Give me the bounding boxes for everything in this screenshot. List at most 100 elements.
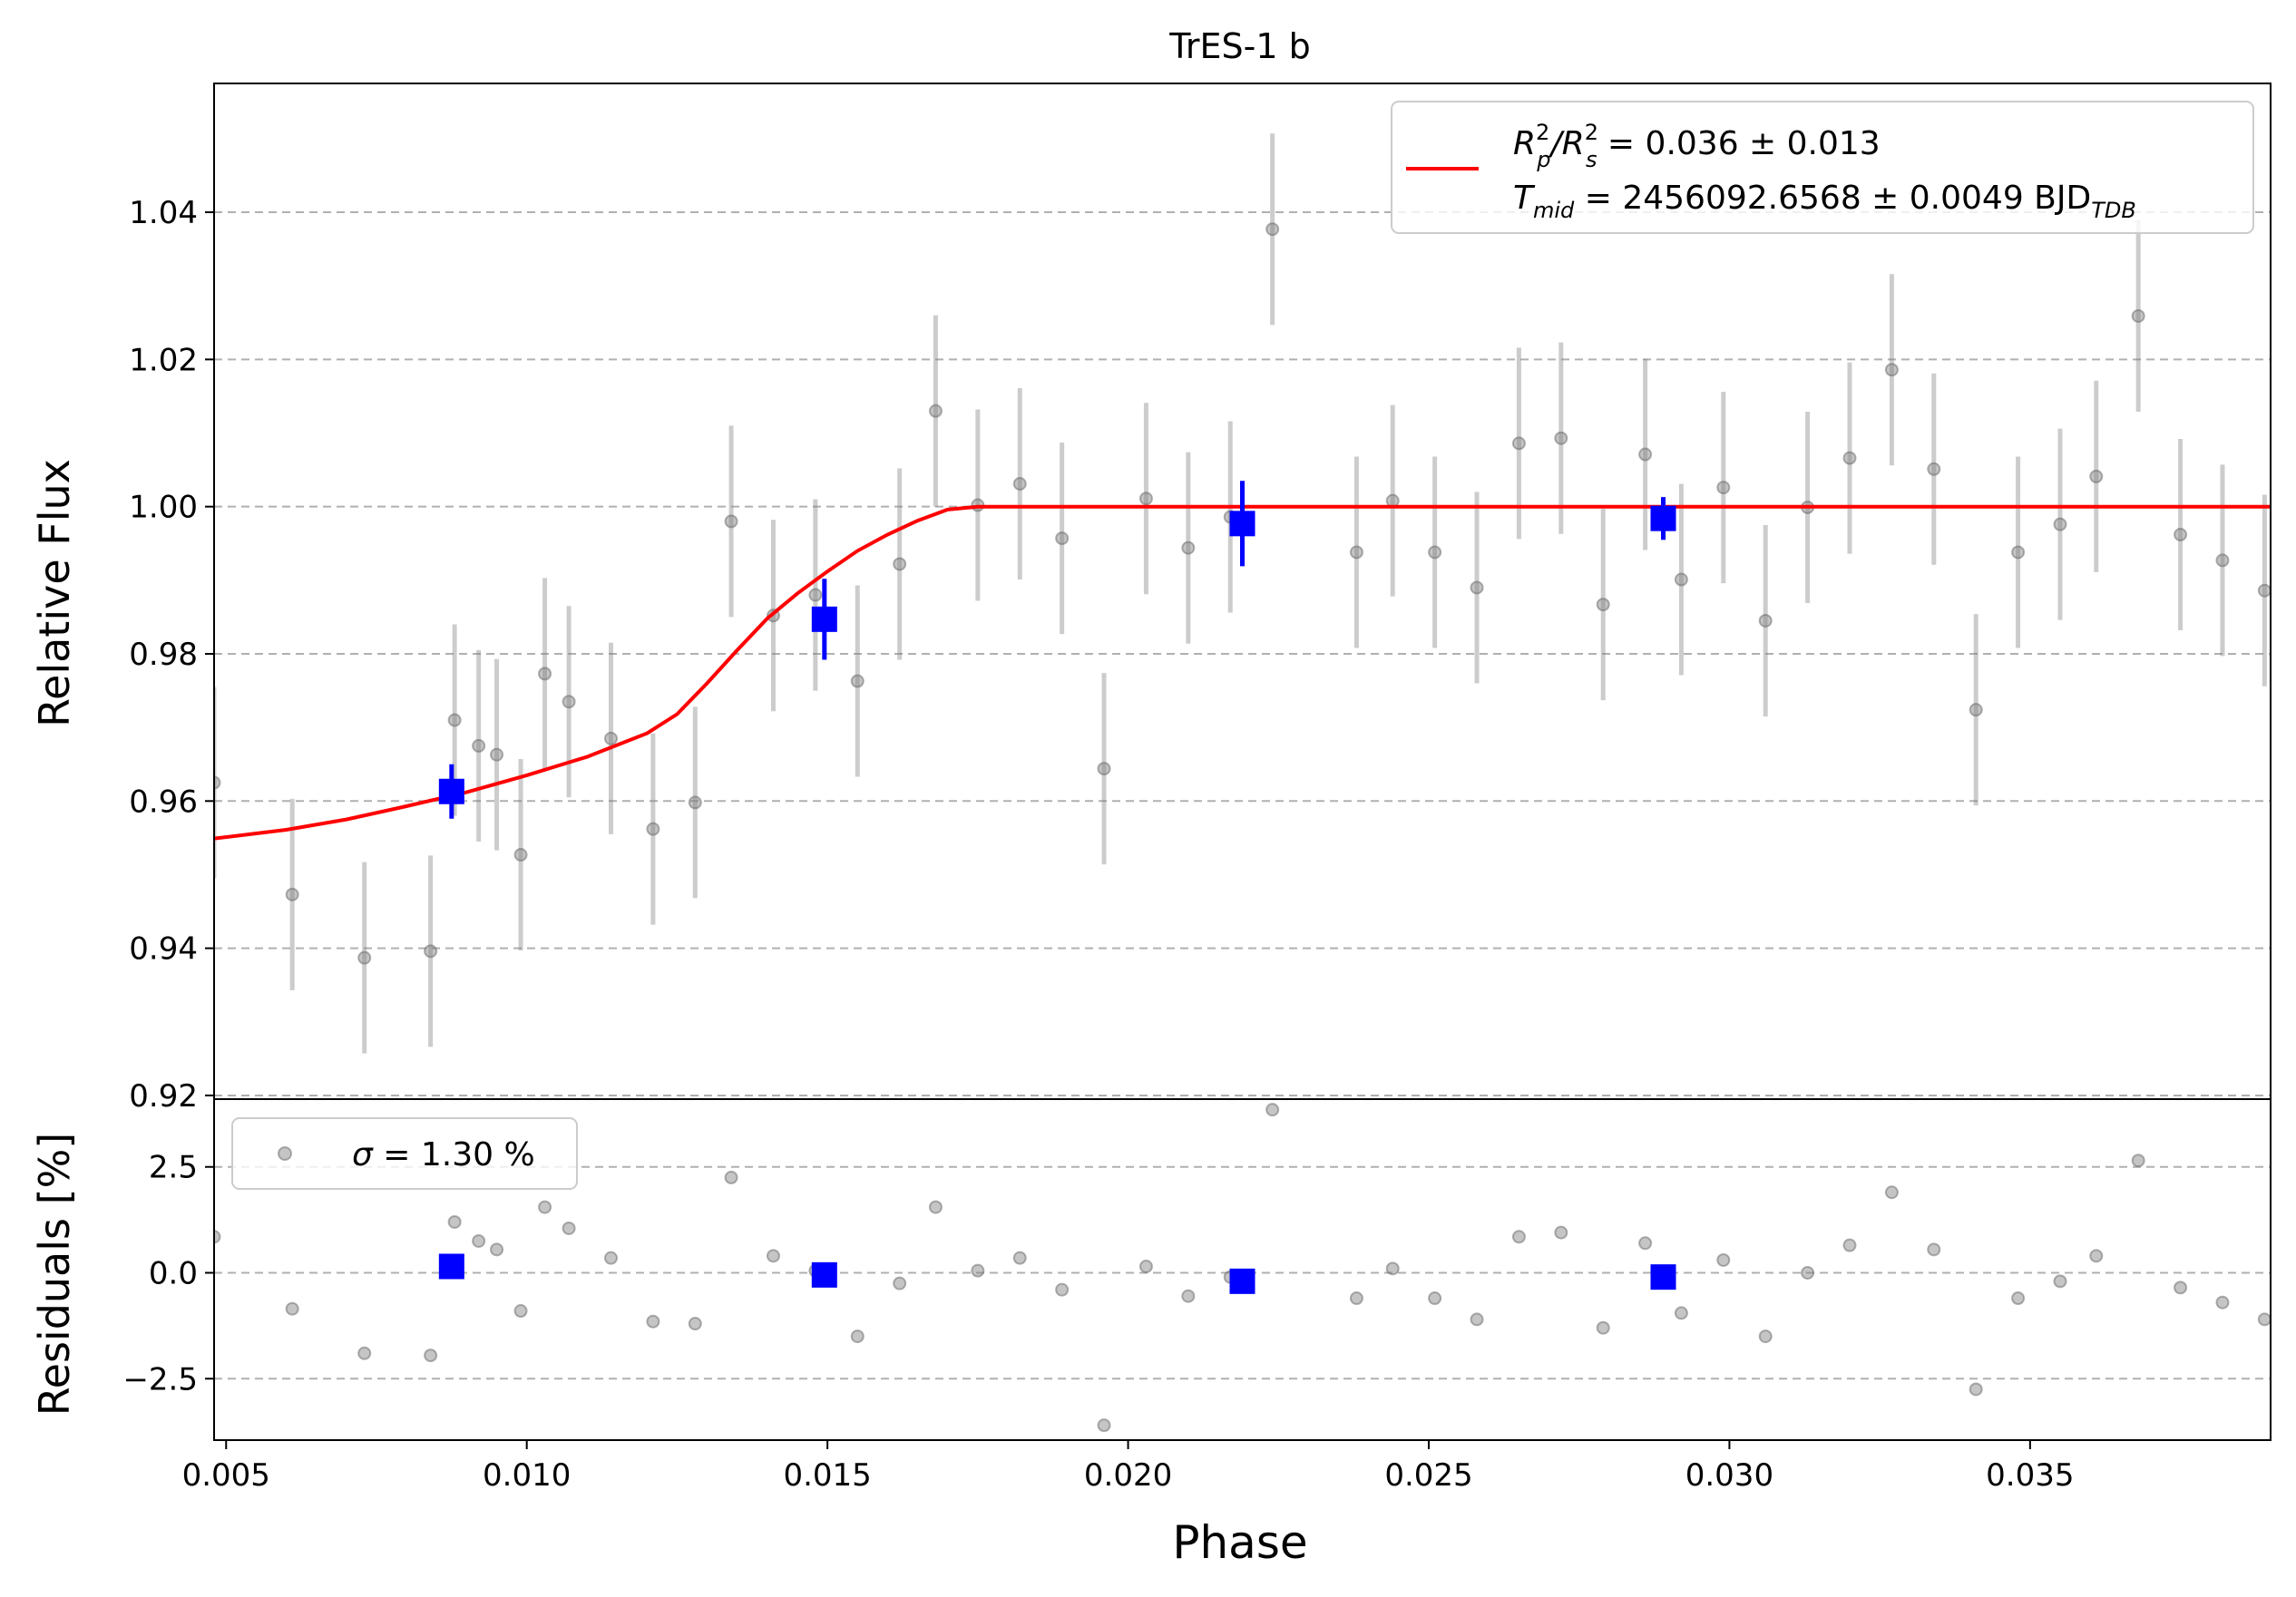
binned-point: [811, 606, 837, 632]
residual-point: [1758, 1329, 1773, 1344]
x-ticks: 0.005 0.010 0.015 0.020 0.025 0.030 0.035: [182, 1440, 2075, 1494]
residual-data-points: [214, 1103, 2271, 1433]
data-point: [1428, 545, 1442, 560]
data-point: [603, 731, 618, 745]
data-point: [1470, 580, 1484, 595]
data-point: [1012, 477, 1027, 492]
residual-point: [646, 1314, 660, 1329]
data-point: [1349, 545, 1363, 560]
data-point: [688, 795, 702, 810]
data-point: [893, 557, 907, 571]
residual-point: [2089, 1249, 2104, 1263]
data-point: [1511, 436, 1526, 451]
main-y-tick-label: 0.98: [129, 637, 198, 673]
residual-point: [1428, 1291, 1442, 1306]
residual-y-ticks: −2.5 0.0 2.5: [122, 1150, 214, 1397]
data-point: [357, 950, 372, 965]
residual-axes-frame: [213, 1098, 2272, 1441]
main-y-tick-label: 1.00: [129, 490, 198, 526]
x-tick-label: 0.010: [483, 1457, 571, 1494]
data-point: [1969, 703, 1983, 717]
data-point: [1181, 540, 1196, 555]
data-point: [928, 404, 943, 418]
x-tick-label: 0.035: [1986, 1457, 2074, 1494]
data-point: [1716, 481, 1731, 495]
residual-point: [1097, 1418, 1111, 1433]
residual-y-tick-label: 2.5: [149, 1150, 198, 1186]
chart-title: TrES-1 b: [1168, 26, 1310, 66]
residual-legend-label: σ = 1.30 %: [352, 1136, 535, 1173]
x-tick-label: 0.015: [783, 1457, 871, 1494]
main-legend: R2 p/R2 s = 0.036 ± 0.013 Tmid = 2456092.6…: [1391, 101, 2254, 234]
main-gridlines: [214, 211, 2271, 1096]
data-point: [2053, 517, 2067, 531]
residual-point: [1801, 1266, 1815, 1281]
residual-point: [2131, 1154, 2145, 1168]
x-tick-label: 0.030: [1685, 1457, 1773, 1494]
residual-point: [513, 1304, 528, 1319]
residual-point: [562, 1221, 576, 1235]
data-point: [1055, 531, 1070, 546]
residual-point: [1012, 1251, 1027, 1265]
residual-point: [2215, 1295, 2230, 1310]
x-tick-label: 0.005: [182, 1457, 270, 1494]
main-binned-points: [438, 481, 1676, 819]
main-data-points: [214, 222, 2271, 965]
model-curve: [214, 504, 2271, 841]
residual-legend-box: [231, 1117, 578, 1190]
data-point: [1596, 598, 1610, 612]
residual-point: [1470, 1312, 1484, 1327]
main-y-tick-label: 1.02: [129, 342, 198, 378]
data-point: [214, 775, 221, 790]
residual-point: [472, 1233, 486, 1248]
data-point: [285, 887, 299, 901]
residual-point: [538, 1200, 552, 1214]
legend-line-rp-rs: R2 p/R2 s = 0.036 ± 0.013: [1513, 120, 1881, 172]
residual-point: [971, 1263, 985, 1278]
data-point: [808, 588, 823, 602]
residual-point: [2053, 1274, 2067, 1289]
main-y-tick-label: 0.94: [129, 931, 198, 968]
data-point: [2215, 553, 2230, 568]
residual-point: [1055, 1282, 1070, 1297]
data-point: [1884, 363, 1899, 377]
data-point: [490, 747, 504, 762]
data-point: [2174, 528, 2188, 542]
residual-binned-point: [1229, 1268, 1255, 1294]
residual-point: [285, 1301, 299, 1316]
data-point: [1265, 222, 1280, 237]
data-point: [1097, 762, 1111, 776]
residual-point: [1554, 1225, 1568, 1240]
residual-point: [2257, 1312, 2271, 1327]
residual-point: [1265, 1103, 1280, 1117]
residual-point: [214, 1230, 221, 1244]
data-point: [724, 514, 738, 529]
residual-point: [1927, 1242, 1941, 1257]
residual-point: [2174, 1281, 2188, 1295]
residual-point: [1716, 1252, 1731, 1267]
data-point: [1554, 431, 1568, 445]
residual-point: [850, 1329, 865, 1344]
data-point: [2257, 583, 2271, 598]
residual-point: [490, 1242, 504, 1257]
residual-binned-point: [811, 1261, 837, 1288]
data-point: [513, 848, 528, 862]
residual-point: [424, 1349, 438, 1363]
data-point: [646, 822, 660, 836]
residual-point: [1138, 1259, 1153, 1273]
residual-y-tick-label: 0.0: [149, 1256, 198, 1292]
residual-binned-points: [438, 1253, 1676, 1294]
data-point: [447, 713, 462, 727]
residual-point: [893, 1276, 907, 1290]
residual-point: [603, 1251, 618, 1265]
residual-legend-marker: [278, 1146, 292, 1161]
main-y-tick-label: 1.04: [129, 195, 198, 231]
data-point: [1842, 451, 1857, 465]
data-point: [1138, 492, 1153, 506]
data-point: [2011, 545, 2026, 560]
binned-point: [438, 778, 464, 804]
residual-point: [1638, 1236, 1653, 1251]
residual-point: [1842, 1238, 1857, 1252]
data-point: [424, 944, 438, 959]
